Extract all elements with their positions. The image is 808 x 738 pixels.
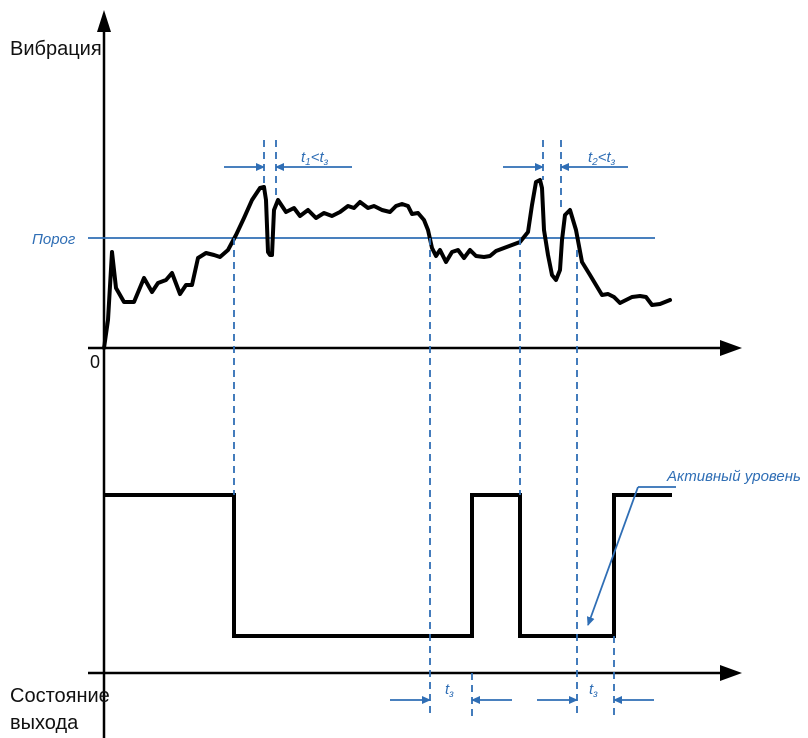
output-state-label-line1: Состояние — [10, 685, 110, 707]
output-state-signal — [104, 493, 672, 638]
x-axis-bottom-arrowhead — [720, 665, 742, 681]
tz-annotation-a: tз — [445, 681, 454, 700]
output-state-label-line2: выхода — [10, 712, 79, 734]
t1-annotation: t1<tз — [301, 149, 329, 168]
t2-annotation: t2<tз — [588, 149, 616, 168]
threshold-label: Порог — [32, 231, 76, 248]
y-axis-arrowhead — [97, 10, 111, 32]
active-level-pointer-arrow — [586, 486, 639, 626]
tz-annotation-b: tз — [589, 681, 598, 700]
vibration-axis-label: Вибрация — [10, 38, 102, 60]
active-level-label: Активный уровень — [666, 468, 801, 485]
origin-label: 0 — [90, 352, 100, 372]
dashed-guides — [233, 140, 615, 718]
x-axis-top-arrowhead — [720, 340, 742, 356]
vibration-signal — [102, 178, 672, 350]
